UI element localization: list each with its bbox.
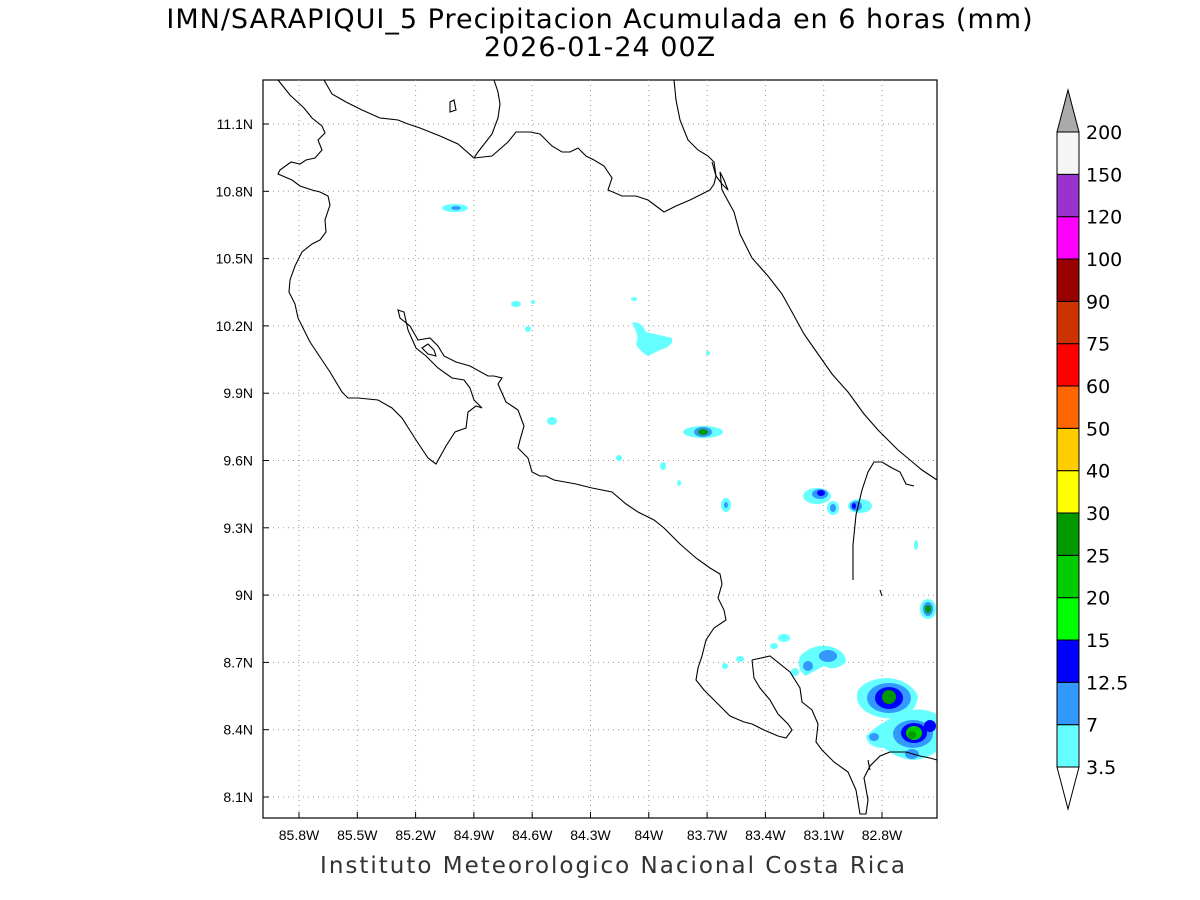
precipitation-colorbar: 3.5 7 12.5 15 20 25 30 40 50 60 75 90 100 120 150 200 <box>1056 88 1128 811</box>
footer-credit: Instituto Meteorologico Nacional Costa R… <box>320 853 907 879</box>
lon-tick-label: 85.5W <box>337 827 378 843</box>
precip-area <box>531 300 535 304</box>
colorbar-segment <box>1056 597 1080 641</box>
colorbar-label: 60 <box>1086 376 1110 398</box>
lat-tick-label: 11.1N <box>217 116 253 132</box>
lon-tick-label: 83.7W <box>687 827 728 843</box>
precip-area <box>869 733 879 741</box>
colorbar-segment <box>1056 300 1080 345</box>
map-title: IMN/SARAPIQUI_5 Precipitacion Acumulada … <box>166 4 1034 35</box>
precip-area <box>819 650 837 662</box>
precip-area <box>830 504 836 512</box>
colorbar-label: 90 <box>1086 291 1110 313</box>
lat-tick-label: 9N <box>235 587 253 603</box>
colorbar-label: 200 <box>1086 122 1122 144</box>
lon-tick-label: 84.9W <box>454 827 495 843</box>
colorbar-label: 25 <box>1086 545 1110 567</box>
lat-tick-label: 10.8N <box>216 183 253 199</box>
precip-area <box>698 429 708 435</box>
colorbar-label: 12.5 <box>1086 672 1128 694</box>
colorbar-segment <box>1056 724 1080 768</box>
precip-area <box>616 455 622 461</box>
precip-area <box>778 634 790 642</box>
colorbar-segment <box>1056 385 1080 429</box>
colorbar-segment <box>1056 427 1080 472</box>
colorbar-segment <box>1056 470 1080 514</box>
precip-area <box>706 351 710 355</box>
colorbar-segment <box>1056 639 1080 683</box>
precip-area <box>924 720 936 732</box>
precip-area <box>803 661 813 671</box>
colorbar-label: 75 <box>1086 334 1110 356</box>
colorbar-segment <box>1056 258 1080 302</box>
lat-tick-label: 8.1N <box>223 789 253 805</box>
colorbar-label: 7 <box>1086 715 1098 737</box>
precip-area <box>677 480 681 486</box>
precip-area <box>770 643 778 649</box>
latitude-tick-labels: 11.1N 10.8N 10.5N 10.2N 9.9N 9.6N 9.3N 9N 8.7N 8.… <box>216 116 269 805</box>
precip-area <box>631 297 637 301</box>
lon-tick-label: 85.8W <box>279 827 320 843</box>
precip-area <box>736 656 744 662</box>
colorbar-min-arrow <box>1056 766 1080 811</box>
precip-area <box>632 322 673 356</box>
precip-area <box>882 690 896 704</box>
coastlines <box>277 79 938 815</box>
colorbar-segment <box>1056 216 1080 260</box>
lon-tick-label: 84W <box>634 827 664 843</box>
colorbar-segment <box>1056 554 1080 599</box>
colorbar-label: 15 <box>1086 630 1110 652</box>
lat-tick-label: 9.3N <box>223 520 253 536</box>
map-valid-time: 2026-01-24 00Z <box>483 32 717 63</box>
precip-area <box>852 503 856 509</box>
colorbar-segment <box>1056 173 1080 218</box>
colorbar-label: 50 <box>1086 418 1110 440</box>
lat-tick-label: 8.7N <box>223 654 253 670</box>
colorbar-label: 40 <box>1086 461 1110 483</box>
colorbar-label: 30 <box>1086 503 1110 525</box>
map-frame <box>262 79 938 819</box>
precip-area <box>817 490 825 496</box>
precip-area <box>908 731 916 739</box>
precip-area <box>525 326 531 332</box>
precipitation-areas <box>442 204 936 760</box>
colorbar-label: 20 <box>1086 588 1110 610</box>
colorbar-segment <box>1056 131 1080 175</box>
precip-area <box>724 502 728 508</box>
colorbar-segment <box>1056 681 1080 726</box>
colorbar-segment <box>1056 512 1080 556</box>
colorbar-label: 3.5 <box>1086 757 1116 779</box>
lon-tick-label: 84.3W <box>570 827 611 843</box>
precip-area <box>547 417 557 425</box>
colorbar-label: 100 <box>1086 249 1122 271</box>
lon-tick-label: 82.8W <box>862 827 903 843</box>
precip-area <box>791 668 799 676</box>
lat-tick-label: 10.2N <box>216 318 253 334</box>
lat-tick-label: 9.9N <box>223 385 253 401</box>
lon-tick-label: 85.2W <box>395 827 436 843</box>
precip-area <box>660 462 666 470</box>
colorbar-segment <box>1056 343 1080 387</box>
lon-tick-label: 83.4W <box>745 827 786 843</box>
colorbar-max-arrow <box>1056 88 1080 133</box>
precip-area <box>722 663 728 669</box>
longitude-tick-labels: 85.8W 85.5W 85.2W 84.9W 84.6W 84.3W 84W 83.7W 83… <box>279 812 903 843</box>
lon-tick-label: 84.6W <box>512 827 553 843</box>
precip-area <box>925 605 931 613</box>
precip-area <box>451 206 461 210</box>
lat-tick-label: 9.6N <box>223 453 253 469</box>
lat-tick-label: 10.5N <box>216 251 253 267</box>
precip-area <box>914 540 918 550</box>
colorbar-label: 150 <box>1086 164 1122 186</box>
precip-area <box>511 301 521 307</box>
colorbar-label: 120 <box>1086 207 1122 229</box>
lon-tick-label: 83.1W <box>803 827 844 843</box>
lat-tick-label: 8.4N <box>223 722 253 738</box>
